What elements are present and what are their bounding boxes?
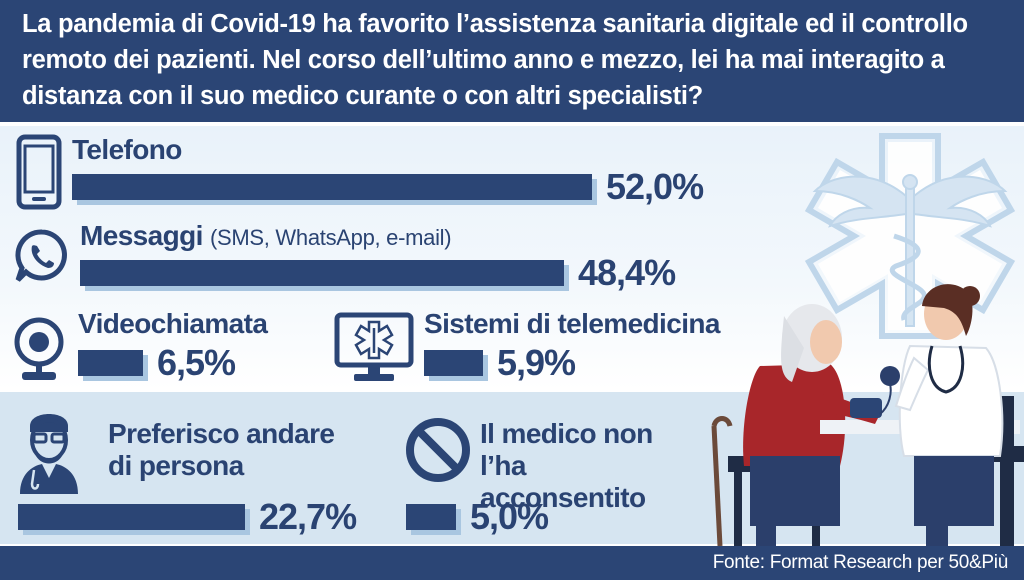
- bar-videochiamata: [78, 350, 143, 376]
- label-videochiamata: Videochiamata: [78, 308, 268, 339]
- footer-banner: Fonte: Format Research per 50&Più: [0, 546, 1024, 580]
- doctor-icon: [20, 414, 78, 494]
- value-telemedicina: 5,9%: [497, 342, 576, 383]
- label-di-persona: Preferisco andare di persona: [108, 418, 335, 481]
- webcam-icon: [14, 317, 64, 380]
- doctor-patient-illustration: [711, 133, 1024, 546]
- value-videochiamata: 6,5%: [157, 342, 236, 383]
- header-banner: La pandemia di Covid-19 ha favorito l’as…: [0, 0, 1024, 122]
- star-of-life-icon: [804, 133, 1016, 339]
- bar-di-persona: [18, 504, 245, 530]
- prohibited-icon: [406, 418, 470, 482]
- chart-title: La pandemia di Covid-19 ha favorito l’as…: [22, 10, 968, 110]
- label-telefono: Telefono: [72, 134, 182, 165]
- bar-telemedicina: [424, 350, 483, 376]
- bar-messaggi: [80, 260, 564, 286]
- value-messaggi: 48,4%: [578, 252, 676, 293]
- label-messaggi-sub: (SMS, WhatsApp, e-mail): [210, 225, 452, 250]
- label-non-acconsentito: Il medico non l’ha acconsentito: [480, 418, 653, 513]
- label-telemedicina: Sistemi di telemedicina: [424, 308, 720, 339]
- smartphone-icon: [16, 134, 62, 210]
- whatsapp-icon: [15, 229, 67, 282]
- bar-non-acconsentito: [406, 504, 456, 530]
- label-messaggi: Messaggi (SMS, WhatsApp, e-mail): [80, 220, 452, 251]
- monitor-caduceus-icon: [334, 312, 414, 381]
- bar-telefono: [72, 174, 592, 200]
- source-note: Fonte: Format Research per 50&Più: [712, 552, 1009, 573]
- value-telefono: 52,0%: [606, 166, 704, 207]
- value-non-acconsentito: 5,0%: [470, 496, 549, 537]
- value-di-persona: 22,7%: [259, 496, 357, 537]
